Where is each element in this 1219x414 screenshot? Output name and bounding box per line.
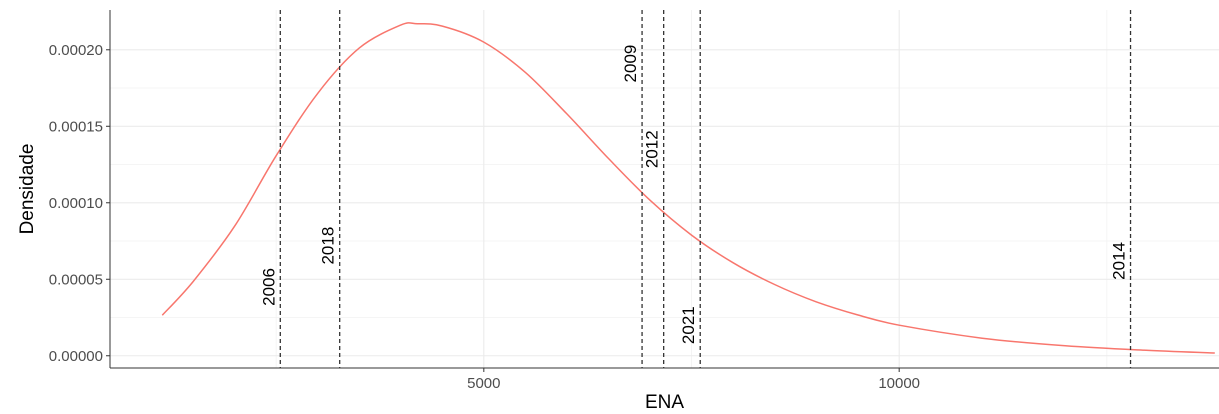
density-line-0 xyxy=(161,22,1215,354)
y-tick-label: 0.00015 xyxy=(49,118,103,135)
x-axis-title: ENA xyxy=(645,392,684,413)
y-tick-label: 0.00020 xyxy=(49,42,103,59)
grid xyxy=(110,10,1219,368)
vline-label-2018: 2018 xyxy=(319,227,338,265)
axes xyxy=(106,10,1219,372)
y-tick-label: 0.00005 xyxy=(49,271,103,288)
vline-label-2009: 2009 xyxy=(621,45,640,83)
vline-label-2014: 2014 xyxy=(1110,242,1129,280)
vline-label-2012: 2012 xyxy=(643,130,662,168)
x-tick-label: 5000 xyxy=(467,375,500,392)
y-tick-label: 0.00010 xyxy=(49,195,103,212)
vline-label-2021: 2021 xyxy=(679,306,698,344)
y-tick-label: 0.00000 xyxy=(49,348,103,365)
tick-labels: 0.00000 0.00005 0.00010 0.00015 0.00020 5000 1… xyxy=(49,42,920,392)
year-markers: 2006 2018 2009 2012 2021 2014 xyxy=(259,10,1132,368)
density-curve xyxy=(161,22,1215,354)
x-tick-label: 10000 xyxy=(878,375,920,392)
vline-label-2006: 2006 xyxy=(259,268,278,306)
y-axis-title: Densidade xyxy=(17,144,38,235)
